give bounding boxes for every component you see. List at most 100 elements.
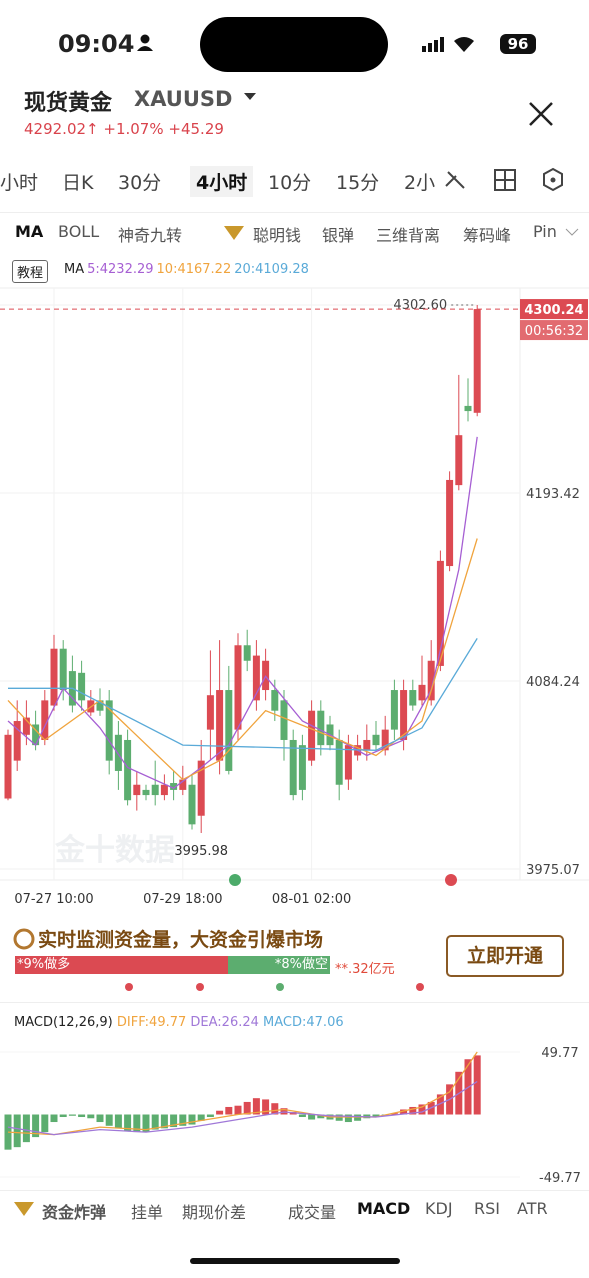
- candle: [400, 679, 408, 751]
- settings-tool[interactable]: [543, 167, 563, 192]
- macd-bar: [308, 1114, 316, 1120]
- timeframe-tab[interactable]: 30分: [118, 172, 162, 194]
- macd-bar: [197, 1114, 205, 1121]
- timeframe-tabs: 小时 日K 30分 4小时 10分 15分 2小: [0, 158, 589, 202]
- candle: [170, 770, 178, 801]
- candle: [363, 724, 371, 761]
- candle: [280, 690, 288, 761]
- candle: [105, 690, 113, 775]
- macd-bar: [243, 1101, 251, 1115]
- candle-body: [96, 700, 104, 711]
- macd-title: MACD(12,26,9): [14, 1015, 113, 1030]
- candle: [390, 679, 398, 740]
- candle: [262, 648, 270, 701]
- candle: [446, 471, 454, 572]
- bottom-tab[interactable]: 挂单: [131, 1203, 164, 1222]
- candle: [473, 305, 481, 417]
- bottom-tab[interactable]: ATR: [517, 1199, 548, 1218]
- candle-body: [4, 734, 12, 799]
- candle: [59, 640, 67, 701]
- indicator-tab[interactable]: 聪明钱: [253, 226, 302, 245]
- event-dot: [229, 874, 241, 886]
- candle-body: [280, 700, 288, 740]
- bottom-tabs: 资金炸弹 挂单 期现价差 成交量 MACD KDJ RSI ATR: [0, 1197, 589, 1225]
- candle-body: [473, 309, 481, 413]
- ma-legend-item: 10:4167.22: [156, 262, 232, 277]
- candle-body: [243, 645, 251, 661]
- timeframe-tab[interactable]: 4小时: [190, 166, 254, 197]
- dropdown-arrow[interactable]: [243, 92, 257, 102]
- macd-bar: [105, 1114, 113, 1126]
- candle-body: [418, 684, 426, 701]
- indicator-tab[interactable]: BOLL: [58, 222, 100, 241]
- candle: [188, 774, 196, 830]
- bottom-tab[interactable]: 期现价差: [182, 1203, 247, 1222]
- indicator-tab[interactable]: 筹码峰: [463, 226, 512, 245]
- timeframe-tab[interactable]: 10分: [268, 172, 312, 194]
- candle-body: [409, 690, 417, 706]
- candle-body: [206, 695, 214, 730]
- macd-bar: [160, 1114, 168, 1129]
- candle-body: [427, 660, 435, 701]
- candle: [41, 690, 49, 746]
- bottom-tab[interactable]: KDJ: [425, 1199, 453, 1218]
- close-button[interactable]: [527, 100, 555, 128]
- indicator-tab[interactable]: 神奇九转: [118, 226, 183, 245]
- candle-body: [151, 784, 159, 796]
- macd-bar: [400, 1109, 408, 1115]
- divider: [0, 1190, 589, 1191]
- candle: [179, 765, 187, 796]
- macd-bar: [344, 1114, 352, 1123]
- macd-bar: [206, 1114, 214, 1118]
- macd-bar: [252, 1098, 260, 1115]
- bottom-tab[interactable]: MACD: [357, 1199, 411, 1218]
- candle-body: [308, 710, 316, 761]
- ma-line: [7, 538, 478, 781]
- macd-bar: [390, 1113, 398, 1115]
- timeframe-tab[interactable]: 2小: [404, 172, 436, 194]
- candle-body: [400, 690, 408, 740]
- banner-title: 实时监测资金量，大资金引爆市场: [38, 929, 324, 951]
- status-time: 09:04: [58, 30, 135, 58]
- indicator-tab[interactable]: 三维背离: [376, 226, 441, 245]
- symbol[interactable]: XAUUSD: [134, 87, 233, 111]
- timeframe-tab[interactable]: 日K: [62, 172, 94, 194]
- draw-tool[interactable]: [445, 171, 465, 189]
- macd-bar: [96, 1114, 104, 1123]
- open-button[interactable]: 立即开通: [446, 935, 564, 977]
- macd-bar: [418, 1104, 426, 1115]
- candle: [114, 721, 122, 790]
- macd-bar: [32, 1114, 40, 1138]
- low-annotation: 3995.98: [174, 844, 228, 859]
- indicator-tab[interactable]: MA: [15, 222, 44, 241]
- candle-body: [335, 739, 343, 785]
- macd-bar: [78, 1114, 86, 1118]
- last-price-box: [520, 299, 588, 320]
- ma-line: [8, 638, 478, 751]
- candle: [335, 729, 343, 801]
- candle-body: [252, 655, 260, 701]
- tutorial-button[interactable]: 教程: [12, 260, 49, 283]
- indicator-tab[interactable]: Pin: [533, 222, 557, 241]
- diff-label: DIFF:49.77: [116, 1015, 187, 1030]
- candle: [409, 679, 417, 711]
- timeframe-tab[interactable]: 小时: [0, 172, 39, 194]
- candle-body: [436, 560, 444, 666]
- macd-bar: [50, 1114, 58, 1123]
- candle: [252, 640, 260, 711]
- long-bar: *9%做多: [15, 956, 228, 974]
- candle-body: [271, 690, 279, 711]
- home-indicator: [190, 1258, 400, 1264]
- indicator-tab[interactable]: 银弹: [322, 226, 355, 245]
- bottom-tab[interactable]: 资金炸弹: [42, 1203, 107, 1222]
- bottom-tab[interactable]: RSI: [474, 1199, 500, 1218]
- macd-bar: [59, 1114, 67, 1118]
- bottom-tab[interactable]: 成交量: [288, 1203, 337, 1222]
- timeframe-tab[interactable]: 15分: [336, 172, 380, 194]
- battery: 96: [500, 34, 536, 54]
- candle: [464, 378, 472, 422]
- candle-body: [179, 779, 187, 790]
- candle: [418, 655, 426, 706]
